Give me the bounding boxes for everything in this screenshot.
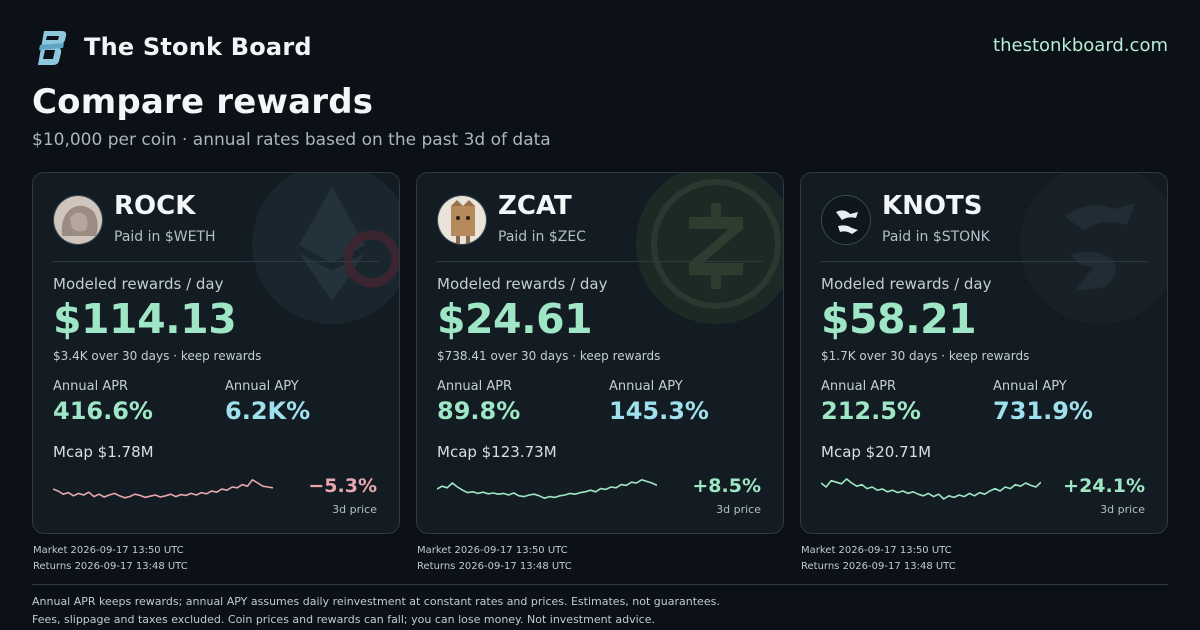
site-url-link[interactable]: thestonkboard.com	[993, 35, 1168, 56]
price-change: −5.3%	[308, 475, 377, 497]
price-sparkline	[821, 478, 1041, 500]
apy-label: Annual APY	[993, 379, 1067, 394]
market-cap: Mcap $1.78M	[53, 443, 154, 461]
market-cap: Mcap $20.71M	[821, 443, 932, 461]
cat-avatar-icon	[437, 195, 487, 245]
apr-label: Annual APR	[437, 379, 513, 394]
price-change: +8.5%	[692, 475, 761, 497]
apr-value: 416.6%	[53, 397, 153, 425]
rewards-30-day-note: $738.41 over 30 days · keep rewards	[437, 349, 661, 363]
brand[interactable]: The Stonk Board	[34, 27, 312, 67]
payout-token: Paid in $STONK	[882, 229, 990, 245]
rock-avatar-icon	[53, 195, 103, 245]
coin-card-knots[interactable]: KNOTS Paid in $STONK Modeled rewards / d…	[800, 172, 1168, 534]
divider	[53, 261, 379, 262]
divider	[821, 261, 1147, 262]
apy-value: 731.9%	[993, 397, 1093, 425]
coin-name: ROCK	[114, 191, 196, 221]
stonk-s-logo-icon	[38, 31, 67, 65]
rewards-30-day-note: $1.7K over 30 days · keep rewards	[821, 349, 1030, 363]
rewards-30-day-note: $3.4K over 30 days · keep rewards	[53, 349, 262, 363]
price-sparkline	[437, 479, 657, 499]
coin-card-rock[interactable]: ROCK Paid in $WETH Modeled rewards / day…	[32, 172, 400, 534]
rewards-per-day: $58.21	[821, 295, 977, 343]
apr-label: Annual APR	[53, 379, 129, 394]
rewards-per-day: $114.13	[53, 295, 237, 343]
rewards-label: Modeled rewards / day	[53, 275, 224, 293]
rewards-per-day: $24.61	[437, 295, 593, 343]
price-change-label: 3d price	[1100, 503, 1145, 516]
price-change-label: 3d price	[716, 503, 761, 516]
page-title: Compare rewards	[32, 82, 374, 122]
price-change: +24.1%	[1063, 475, 1145, 497]
divider	[32, 584, 1168, 585]
brand-name: The Stonk Board	[84, 33, 312, 61]
divider	[437, 261, 763, 262]
apy-value: 6.2K%	[225, 397, 311, 425]
returns-timestamp: Returns 2026-09-17 13:48 UTC	[417, 561, 572, 572]
apy-label: Annual APY	[609, 379, 683, 394]
ethereum-icon	[252, 173, 399, 324]
sparkline-path	[821, 478, 1041, 500]
rewards-label: Modeled rewards / day	[821, 275, 992, 293]
market-timestamp: Market 2026-09-17 13:50 UTC	[33, 545, 184, 556]
data-timestamps: Market 2026-09-17 13:50 UTC Returns 2026…	[33, 543, 188, 575]
payout-token: Paid in $WETH	[114, 229, 216, 245]
payout-token: Paid in $ZEC	[498, 229, 586, 245]
sparkline-path	[53, 479, 273, 499]
market-timestamp: Market 2026-09-17 13:50 UTC	[801, 545, 952, 556]
apy-value: 145.3%	[609, 397, 709, 425]
apr-label: Annual APR	[821, 379, 897, 394]
apy-label: Annual APY	[225, 379, 299, 394]
apr-value: 212.5%	[821, 397, 921, 425]
apr-value: 89.8%	[437, 397, 521, 425]
coin-name: ZCAT	[498, 191, 572, 221]
disclaimer-line: Annual APR keeps rewards; annual APY ass…	[32, 595, 720, 608]
rewards-label: Modeled rewards / day	[437, 275, 608, 293]
market-timestamp: Market 2026-09-17 13:50 UTC	[417, 545, 568, 556]
stonk-watermark-icon	[1020, 173, 1167, 324]
page-subtitle: $10,000 per coin · annual rates based on…	[32, 130, 551, 150]
price-change-label: 3d price	[332, 503, 377, 516]
market-cap: Mcap $123.73M	[437, 443, 557, 461]
coin-card-zcat[interactable]: ZCAT Paid in $ZEC Modeled rewards / day …	[416, 172, 784, 534]
returns-timestamp: Returns 2026-09-17 13:48 UTC	[33, 561, 188, 572]
coin-name: KNOTS	[882, 191, 983, 221]
disclaimer: Annual APR keeps rewards; annual APY ass…	[32, 593, 720, 629]
disclaimer-line: Fees, slippage and taxes excluded. Coin …	[32, 613, 655, 626]
returns-timestamp: Returns 2026-09-17 13:48 UTC	[801, 561, 956, 572]
zcash-icon	[636, 173, 783, 324]
data-timestamps: Market 2026-09-17 13:50 UTC Returns 2026…	[801, 543, 956, 575]
sparkline-path	[437, 479, 657, 499]
price-sparkline	[53, 479, 273, 499]
knots-avatar-icon	[821, 195, 871, 245]
data-timestamps: Market 2026-09-17 13:50 UTC Returns 2026…	[417, 543, 572, 575]
